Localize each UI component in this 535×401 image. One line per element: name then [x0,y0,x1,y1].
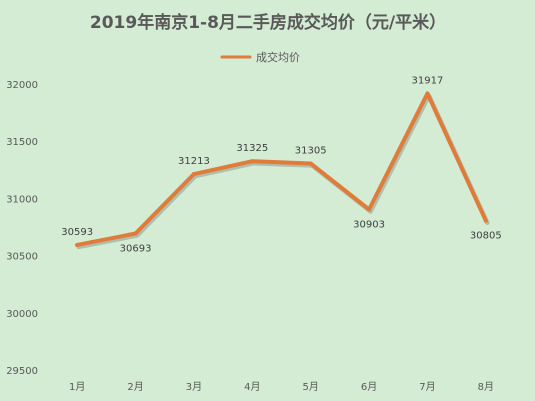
data-label: 30593 [61,227,93,238]
data-label: 31325 [236,143,268,154]
y-axis: 29500 30000 30500 31000 31500 32000 [6,80,38,377]
data-label: 30693 [120,244,152,255]
series-line [75,91,488,247]
x-axis: 1月 2月 3月 4月 5月 6月 7月 8月 [69,381,494,393]
legend: 成交均价 [220,50,300,64]
data-label: 30903 [353,219,385,230]
series-group [75,91,490,250]
y-tick-label: 32000 [6,80,38,91]
data-point [483,218,488,223]
x-tick-label: 3月 [186,381,202,393]
x-tick-label: 4月 [244,381,260,393]
x-tick-label: 1月 [69,381,85,393]
chart-title: 2019年南京1-8月二手房成交均价（元/平米） [90,12,446,33]
data-label: 31917 [412,75,444,86]
x-tick-label: 2月 [127,381,143,393]
x-tick-label: 6月 [361,381,377,393]
data-point [133,231,138,236]
y-tick-label: 30000 [6,309,38,320]
data-point [367,207,372,212]
data-point [250,159,255,164]
legend-label: 成交均价 [256,50,300,64]
data-label: 31305 [295,146,327,157]
y-tick-label: 31000 [6,194,38,205]
data-point [191,172,196,177]
data-point [425,91,430,96]
y-tick-label: 31500 [6,137,38,148]
y-tick-label: 30500 [6,252,38,263]
data-label: 30805 [470,231,502,242]
data-label: 31213 [178,156,210,167]
y-tick-label: 29500 [6,366,38,377]
data-labels: 30593 30693 31213 31325 31305 30903 31917 30805 [61,75,501,254]
x-tick-label: 8月 [478,381,494,393]
x-tick-label: 7月 [419,381,435,393]
data-point [308,161,313,166]
data-point [75,242,80,247]
x-tick-label: 5月 [303,381,319,393]
